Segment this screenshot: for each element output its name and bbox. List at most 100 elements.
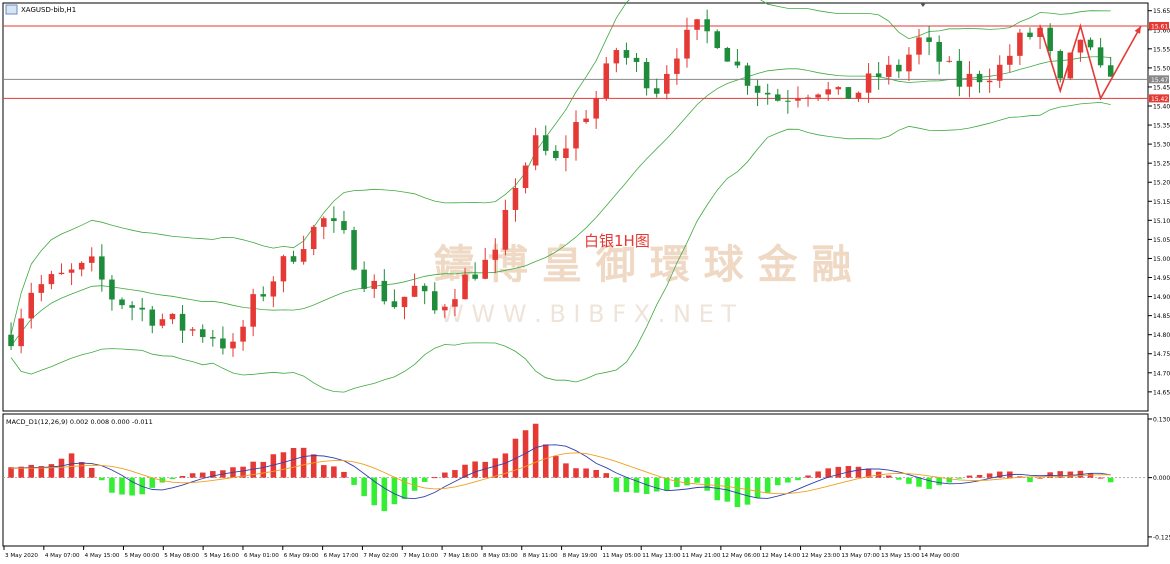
candle [986, 68, 993, 93]
macd-bar [391, 477, 398, 505]
scroll-marker-icon[interactable] [920, 3, 926, 7]
macd-bar [1107, 477, 1114, 483]
candle [956, 49, 963, 97]
candle-body [734, 61, 741, 66]
candle [472, 262, 478, 281]
candle-body [553, 150, 559, 159]
candle [815, 93, 821, 102]
candle-body [724, 47, 731, 62]
candle-body [542, 135, 549, 151]
chart-menu-icon[interactable] [5, 4, 18, 15]
candle-body [825, 89, 831, 95]
macd-bar [926, 477, 932, 489]
candle-body [431, 291, 438, 311]
candle-body [512, 187, 519, 210]
macd-bar [885, 475, 892, 478]
candle-body [613, 50, 620, 64]
candle [563, 135, 569, 172]
candle-body [371, 280, 378, 289]
candle [18, 308, 24, 354]
macd-bar [896, 477, 902, 480]
macd-bar [38, 466, 45, 478]
candle [119, 297, 125, 310]
candle [684, 17, 690, 68]
projection-arrows [1039, 23, 1142, 101]
macd-bar [976, 475, 983, 478]
macd-bar [946, 477, 953, 483]
candle [1047, 23, 1053, 61]
macd-bar [199, 472, 206, 478]
macd-bar [119, 477, 125, 495]
candle [452, 288, 458, 317]
candle [603, 56, 610, 101]
macd-bar [159, 477, 166, 483]
candle-body [240, 326, 246, 342]
macd-bar [270, 454, 277, 478]
candle-body [502, 209, 509, 250]
price-tick-label: 15.30 [1153, 142, 1170, 149]
candle-body [149, 309, 156, 326]
macd-bar [290, 447, 297, 478]
price-tick-label: 15.00 [1153, 256, 1170, 263]
candle-body [199, 329, 206, 338]
macd-bar [583, 468, 589, 478]
macd-bar [331, 466, 337, 478]
time-tick-label: 8 May 11:00 [523, 553, 558, 559]
macd-bar [674, 477, 680, 488]
price-axis: 15.65 15.60 15.55 15.50 15.45 15.40 15.35 15.30… [1148, 8, 1170, 396]
candle [371, 274, 378, 299]
macd-bar [694, 477, 700, 483]
chart-annotation-title: 白银1H图 [584, 232, 650, 250]
candle-body [452, 299, 458, 307]
price-tick-label: 14.80 [1153, 332, 1170, 339]
candle [381, 269, 388, 305]
macd-bar [573, 468, 579, 478]
candle [250, 288, 256, 337]
candle [220, 326, 226, 355]
macd-bar [341, 471, 347, 478]
candle [674, 48, 680, 85]
candle [522, 162, 529, 194]
candle [512, 178, 519, 222]
candle [462, 267, 468, 300]
candle [795, 86, 801, 108]
candle-body [1037, 27, 1043, 37]
macd-bar [88, 467, 95, 478]
candle-body [633, 57, 640, 63]
candle-body [1107, 65, 1114, 77]
candle [865, 63, 872, 103]
candle-body [260, 294, 267, 297]
candle-body [220, 338, 226, 349]
candle [391, 289, 398, 309]
price-tick-label: 15.15 [1153, 199, 1170, 206]
price-tick-label: 15.65 [1153, 8, 1170, 15]
macd-bar [785, 477, 791, 483]
candle [341, 210, 347, 234]
price-tick-label: 14.65 [1153, 389, 1170, 396]
macd-bar [1047, 472, 1053, 478]
price-tick-label: 15.05 [1153, 237, 1170, 244]
macd-bar [1027, 477, 1033, 483]
macd-bar [8, 467, 14, 478]
candle [280, 254, 287, 293]
macd-bar [633, 477, 640, 493]
candle [835, 86, 842, 95]
time-tick-label: 11 May 05:00 [602, 553, 641, 559]
macd-bar [774, 477, 781, 486]
candle-body [290, 256, 297, 262]
macd-bar [936, 477, 942, 486]
candle [532, 127, 539, 171]
horizontal-levels[interactable] [3, 25, 1148, 99]
candle [8, 322, 14, 350]
watermark-en: W W W . B I B F X . N E T [440, 300, 736, 328]
macd-bar [916, 477, 922, 487]
band-upper-line [10, 0, 1111, 335]
time-tick-label: 4 May 15:00 [85, 553, 120, 559]
candle [976, 70, 983, 93]
macd-bar [99, 477, 105, 481]
macd-bar [563, 463, 569, 478]
candle-body [351, 230, 357, 270]
macd-bar [442, 472, 448, 478]
